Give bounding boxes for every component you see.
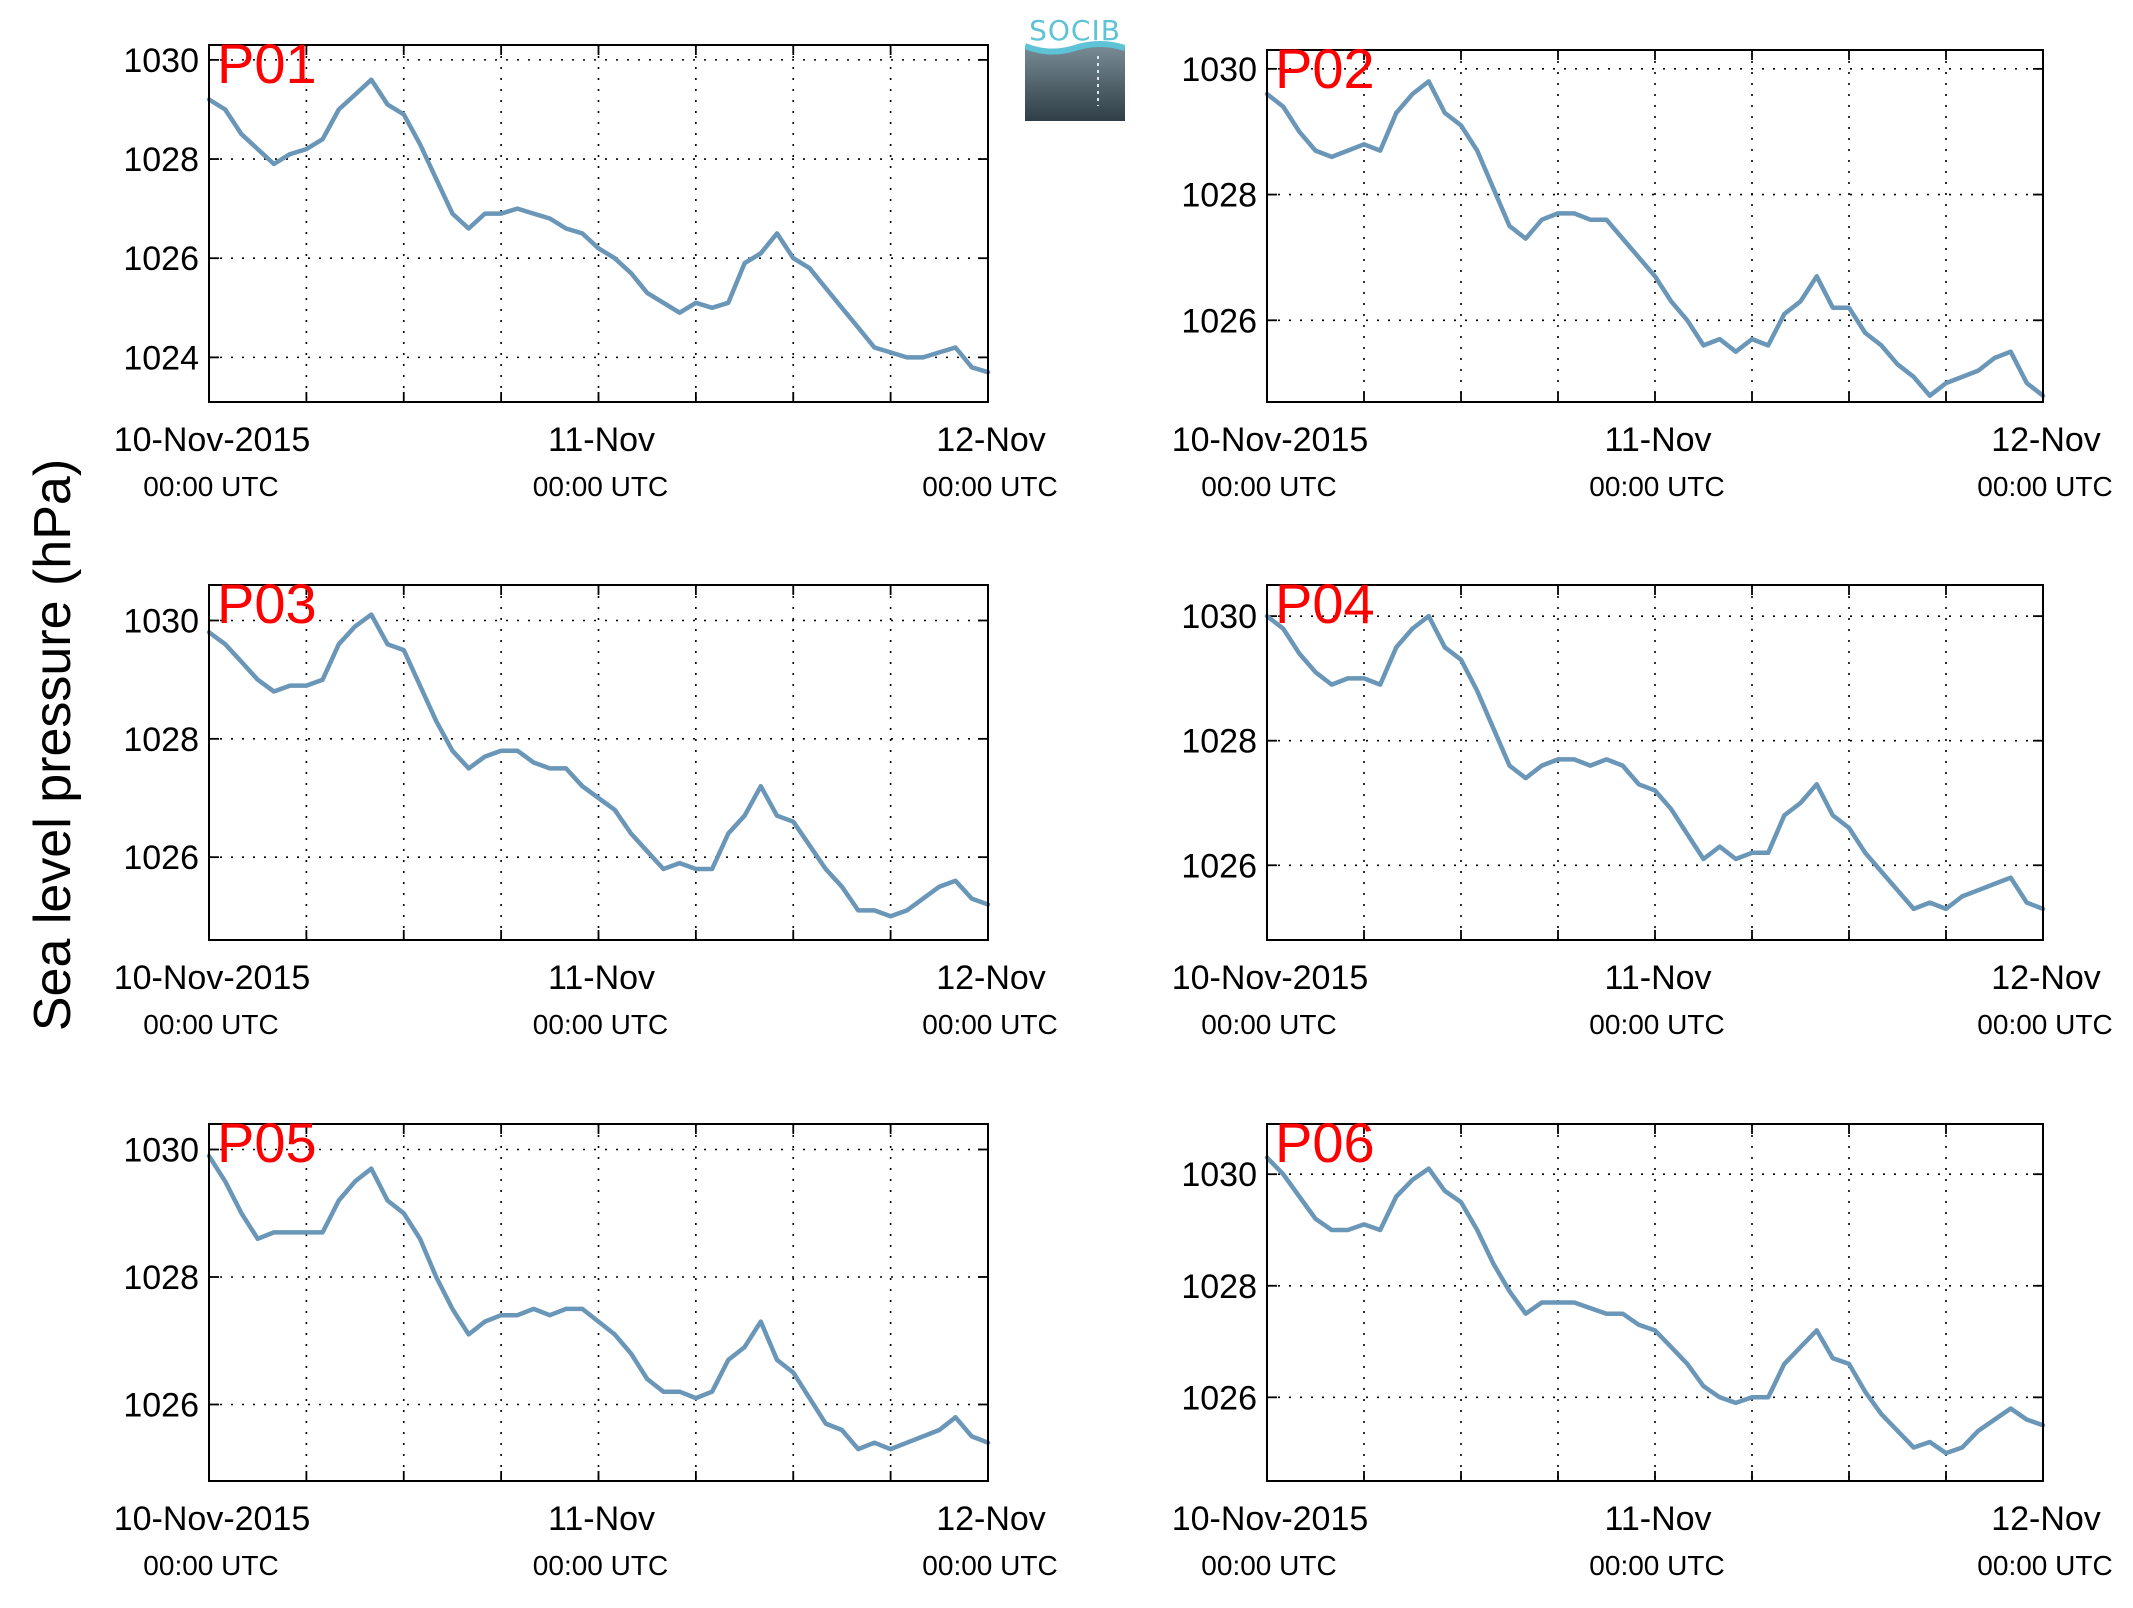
panel-p02: 1026 1028 1030 10-Nov-2015 00:00 UTC 11-Nov 00…: [1172, 37, 2113, 502]
x-tick-sublabel: 00:00 UTC: [143, 471, 278, 502]
y-tick-label: 1028: [1181, 723, 1257, 761]
series-line: [1264, 79, 2046, 398]
x-tick-label: 10-Nov-2015: [114, 959, 311, 997]
x-tick-label: 12-Nov: [936, 1500, 1046, 1538]
series-line: [206, 1153, 991, 1452]
y-tick-label: 1028: [123, 141, 199, 179]
x-tick-label: 11-Nov: [1604, 1500, 1711, 1538]
series-line: [1264, 613, 2046, 912]
y-tick-label: 1028: [123, 721, 199, 759]
x-tick-label: 11-Nov: [1604, 421, 1711, 459]
x-tick-sublabel: 00:00 UTC: [922, 471, 1057, 502]
x-tick-sublabel: 00:00 UTC: [533, 471, 668, 502]
socib-logo-graphic: SOCIB: [1023, 14, 1126, 121]
x-tick-sublabel: 00:00 UTC: [1589, 1009, 1724, 1040]
y-tick-label: 1030: [123, 1132, 199, 1170]
x-tick-sublabel: 00:00 UTC: [1977, 471, 2112, 502]
x-tick-label: 11-Nov: [548, 421, 655, 459]
x-tick-sublabel: 00:00 UTC: [1201, 471, 1336, 502]
x-tick-label: 11-Nov: [1604, 959, 1711, 997]
y-tick-label: 1030: [1181, 1156, 1257, 1194]
y-tick-label: 1026: [1181, 847, 1257, 885]
series-line: [206, 612, 991, 919]
x-tick-label: 12-Nov: [1991, 959, 2101, 997]
axes-box: [208, 44, 989, 403]
y-tick-label: 1030: [1181, 51, 1257, 89]
panel-label: P03: [217, 572, 317, 635]
x-tick-sublabel: 00:00 UTC: [1977, 1550, 2112, 1581]
axes-box: [1266, 584, 2044, 941]
x-tick-label: 10-Nov-2015: [114, 421, 311, 459]
x-tick-label: 12-Nov: [1991, 1500, 2101, 1538]
x-tick-label: 10-Nov-2015: [1172, 1500, 1369, 1538]
x-tick-label: 12-Nov: [936, 421, 1046, 459]
y-tick-label: 1026: [1181, 302, 1257, 340]
y-tick-label: 1030: [123, 603, 199, 641]
socib-logo: SOCIB: [1023, 14, 1126, 121]
y-tick-label: 1030: [1181, 598, 1257, 636]
y-tick-label: 1026: [1181, 1379, 1257, 1417]
y-tick-label: 1028: [123, 1259, 199, 1297]
y-tick-label: 1026: [123, 839, 199, 877]
y-tick-label: 1030: [123, 42, 199, 80]
panel-label: P04: [1275, 572, 1375, 635]
panel-label: P02: [1275, 37, 1375, 100]
series-line: [206, 77, 991, 375]
y-tick-label: 1026: [123, 1387, 199, 1425]
panel-p03: 1026 1028 1030 10-Nov-2015 00:00 UTC 11-Nov 00…: [114, 572, 1058, 1040]
y-tick-label: 1028: [1181, 1268, 1257, 1306]
x-tick-sublabel: 00:00 UTC: [1589, 1550, 1724, 1581]
x-tick-sublabel: 00:00 UTC: [143, 1550, 278, 1581]
panel-label: P06: [1275, 1111, 1375, 1174]
x-tick-label: 12-Nov: [1991, 421, 2101, 459]
x-tick-sublabel: 00:00 UTC: [1201, 1009, 1336, 1040]
panel-p06: 1026 1028 1030 10-Nov-2015 00:00 UTC 11-Nov 00…: [1172, 1111, 2113, 1581]
panel-p01: 1024 1026 1028 1030 10-Nov-2015 00:00 UTC 11-N…: [114, 32, 1058, 502]
x-tick-sublabel: 00:00 UTC: [1201, 1550, 1336, 1581]
x-tick-label: 10-Nov-2015: [1172, 959, 1369, 997]
y-tick-label: 1024: [123, 339, 199, 377]
x-tick-sublabel: 00:00 UTC: [1589, 471, 1724, 502]
x-tick-label: 11-Nov: [548, 959, 655, 997]
x-tick-sublabel: 00:00 UTC: [1977, 1009, 2112, 1040]
x-tick-label: 11-Nov: [548, 1500, 655, 1538]
axes-box: [208, 584, 989, 941]
axes-box: [208, 1123, 989, 1482]
panel-label: P01: [217, 32, 317, 95]
axes-box: [1266, 49, 2044, 403]
x-tick-label: 12-Nov: [936, 959, 1046, 997]
panel-p04: 1026 1028 1030 10-Nov-2015 00:00 UTC 11-Nov 00…: [1172, 572, 2113, 1040]
panel-p05: 1026 1028 1030 10-Nov-2015 00:00 UTC 11-Nov 00…: [114, 1111, 1058, 1581]
axes-box: [1266, 1123, 2044, 1482]
x-tick-sublabel: 00:00 UTC: [922, 1550, 1057, 1581]
x-tick-label: 10-Nov-2015: [1172, 421, 1369, 459]
y-tick-label: 1028: [1181, 177, 1257, 215]
x-tick-sublabel: 00:00 UTC: [533, 1550, 668, 1581]
x-tick-sublabel: 00:00 UTC: [533, 1009, 668, 1040]
x-tick-sublabel: 00:00 UTC: [143, 1009, 278, 1040]
series-line: [1264, 1155, 2046, 1456]
x-tick-sublabel: 00:00 UTC: [922, 1009, 1057, 1040]
panel-label: P05: [217, 1111, 317, 1174]
y-axis-label: Sea level pressure (hPa): [24, 459, 82, 1031]
x-tick-label: 10-Nov-2015: [114, 1500, 311, 1538]
y-tick-label: 1026: [123, 240, 199, 278]
